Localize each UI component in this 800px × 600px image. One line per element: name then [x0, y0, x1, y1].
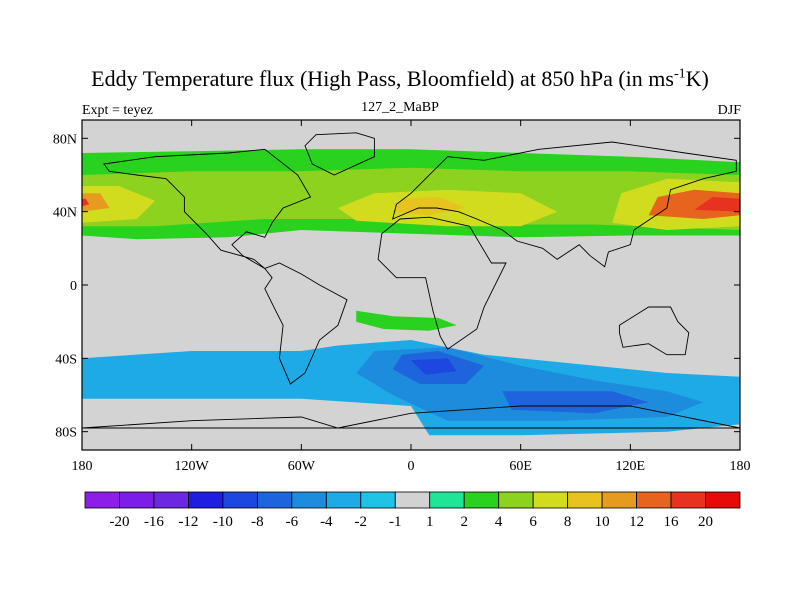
coastlines	[82, 132, 740, 429]
colorbar-label-7: -2	[355, 514, 368, 530]
y-tick-label-4: 80S	[55, 426, 77, 441]
colorbar-box-0	[84, 491, 120, 509]
coastline-4	[618, 306, 690, 356]
axes: 180 120W 60W 0 60E 120E 180 80N 40N 0 40S 80S	[53, 120, 751, 474]
flux-region-9	[82, 198, 90, 207]
colorbar-box-10	[429, 491, 465, 509]
colorbar-label-3: -10	[213, 514, 233, 530]
colorbar: -20 -16 -12 -10 -8 -6 -4 -2 -1 1 2 4 6 8 10 12 16 20	[84, 491, 741, 530]
colorbar-box-16	[636, 491, 672, 509]
colorbar-label-9: 1	[426, 514, 434, 530]
colorbar-box-12	[498, 491, 534, 509]
chart-subtitle: 127_2_MaBP	[361, 100, 439, 115]
coastline-5	[82, 405, 740, 429]
colorbar-box-3	[188, 491, 224, 509]
colorbar-label-12: 6	[529, 514, 537, 530]
colorbar-box-14	[567, 491, 603, 509]
colorbar-box-13	[532, 491, 569, 509]
x-tick-label-6: 180	[730, 459, 751, 474]
colorbar-box-9	[394, 491, 431, 509]
colorbar-label-4: -8	[251, 514, 264, 530]
y-tick-label-0: 80N	[53, 132, 77, 147]
experiment-label: Expt = teyez	[82, 103, 153, 118]
colorbar-box-8	[360, 491, 396, 509]
colorbar-box-1	[119, 491, 155, 509]
coastline-0	[103, 148, 312, 269]
coastline-1	[264, 262, 348, 385]
colorbar-box-11	[463, 491, 500, 509]
flux-region-8	[694, 197, 740, 212]
colorbar-label-11: 4	[495, 514, 503, 530]
colorbar-label-0: -20	[109, 514, 129, 530]
colorbar-label-8: -1	[389, 514, 402, 530]
flux-region-6	[648, 189, 740, 219]
y-tick-label-3: 40S	[55, 352, 77, 367]
colorbar-box-7	[325, 491, 362, 509]
colorbar-box-4	[222, 491, 258, 509]
x-tick-label-5: 120E	[616, 459, 646, 474]
colorbar-label-17: 20	[698, 514, 713, 530]
colorbar-label-1: -16	[144, 514, 164, 530]
x-tick-label-0: 180	[72, 459, 93, 474]
y-tick-label-1: 40N	[53, 206, 77, 221]
flux-region-7	[82, 193, 110, 212]
x-tick-label-3: 0	[408, 459, 415, 474]
colorbar-label-2: -12	[178, 514, 198, 530]
flux-region-15	[502, 391, 649, 414]
colorbar-box-6	[291, 491, 327, 509]
coastline-6	[304, 132, 375, 176]
colorbar-box-15	[601, 491, 637, 509]
flux-region-10	[356, 310, 457, 331]
colorbar-box-5	[256, 491, 293, 509]
colorbar-label-5: -6	[286, 514, 299, 530]
colorbar-box-18	[705, 491, 741, 509]
colorbar-label-10: 2	[460, 514, 468, 530]
x-tick-label-2: 60W	[288, 459, 316, 474]
map-area	[82, 120, 740, 450]
chart-title: Eddy Temperature flux (High Pass, Bloomf…	[91, 66, 709, 91]
season-label: DJF	[717, 103, 741, 118]
colorbar-label-15: 12	[629, 514, 644, 530]
x-tick-label-4: 60E	[509, 459, 532, 474]
colorbar-label-14: 10	[595, 514, 610, 530]
colorbar-label-6: -4	[320, 514, 333, 530]
flux-region-14	[411, 358, 457, 375]
coastline-2	[377, 216, 507, 350]
coastline-3	[392, 141, 737, 268]
colorbar-box-2	[153, 491, 189, 509]
colorbar-box-17	[670, 491, 706, 509]
colorbar-label-13: 8	[564, 514, 572, 530]
colorbar-label-16: 16	[664, 514, 680, 530]
y-tick-label-2: 0	[70, 279, 77, 294]
x-tick-label-1: 120W	[175, 459, 210, 474]
